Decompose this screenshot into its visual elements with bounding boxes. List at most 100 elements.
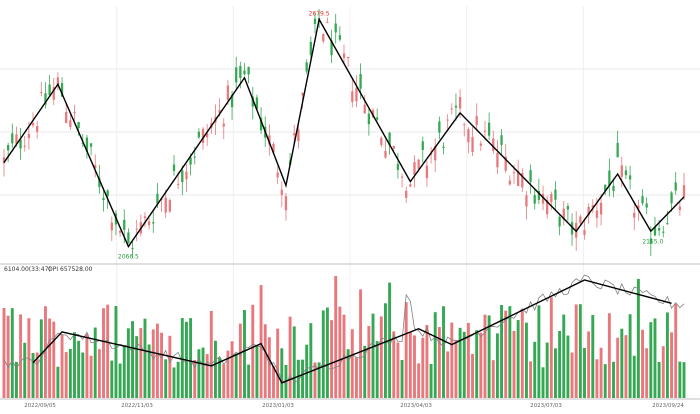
candle-body [662, 231, 665, 233]
volume-bar [491, 360, 495, 398]
volume-bar [595, 359, 599, 398]
candle-body [359, 73, 362, 89]
volume-bar [678, 361, 682, 398]
candle-body [131, 248, 134, 250]
volume-bar [632, 355, 636, 398]
candle-body [226, 85, 230, 100]
volume-bar [645, 348, 649, 398]
candle-body [529, 170, 532, 182]
volume-bar [10, 308, 14, 398]
candle-body [633, 212, 636, 218]
volume-bar [516, 320, 520, 398]
volume-bar [442, 306, 445, 398]
candle-body [152, 222, 155, 224]
volume-bar [379, 316, 383, 398]
volume-bar [135, 336, 139, 398]
candle-body [118, 230, 122, 233]
candle-body [2, 157, 6, 164]
volume-bar [661, 346, 665, 398]
x-tick-label: 2023/09/24 [652, 403, 684, 409]
volume-bar [35, 352, 39, 398]
volume-bar [529, 361, 533, 398]
volume-bar [437, 326, 441, 398]
candle-body [446, 119, 449, 121]
candle-body [400, 176, 404, 178]
volume-bar [259, 285, 263, 398]
candlestick-series [2, 8, 686, 259]
volume-bar [475, 330, 479, 398]
volume-bar [164, 359, 168, 398]
volume-bar [230, 341, 234, 398]
volume-bar [56, 366, 60, 398]
candle-body [160, 199, 163, 201]
volume-bar [454, 340, 458, 398]
candle-body [40, 92, 43, 94]
candle-body [11, 133, 14, 144]
volume-bar [292, 326, 296, 398]
candle-body [475, 116, 478, 125]
volume-bar [338, 306, 342, 398]
volume-bar [591, 315, 595, 398]
candle-body [521, 172, 524, 188]
volume-bar [77, 340, 81, 398]
candle-body [276, 172, 279, 178]
volume-bar [118, 363, 122, 398]
volume-bar [649, 322, 653, 398]
candle-body [247, 66, 250, 75]
volume-bar [446, 351, 450, 398]
volume-bar [466, 322, 470, 398]
candle-body [396, 163, 400, 170]
volume-bar [396, 342, 400, 398]
candle-body [367, 113, 371, 125]
candle-body [189, 157, 192, 165]
candle-body [106, 190, 109, 197]
volume-bar [267, 337, 271, 398]
candle-body [56, 77, 60, 85]
candle-body [504, 156, 507, 171]
candle-body [60, 83, 64, 97]
volume-bar [587, 331, 591, 398]
volume-bar [197, 349, 201, 398]
volume-bar [624, 335, 628, 398]
volume-bar [317, 362, 321, 398]
volume-bar [367, 325, 371, 398]
volume-bar [616, 337, 620, 398]
candle-body [670, 192, 673, 204]
candle-body [599, 202, 603, 215]
volume-bar [222, 364, 226, 398]
volume-bar [330, 320, 334, 398]
candle-body [666, 223, 669, 225]
candle-body [239, 65, 242, 78]
volume-bar [6, 315, 10, 398]
candle-body [628, 175, 632, 180]
candle-body [583, 230, 586, 235]
volume-bar [321, 310, 325, 398]
candle-body [31, 123, 35, 126]
candle-body [293, 133, 296, 136]
x-tick-label: 2023/04/03 [400, 403, 432, 409]
candle-body [541, 193, 545, 204]
candle-body [222, 123, 225, 127]
volume-bar [533, 341, 537, 398]
candle-body [185, 171, 188, 180]
candle-body [143, 216, 147, 219]
volume-bar [243, 310, 246, 398]
volume-bar [541, 367, 545, 398]
volume-bar [433, 312, 437, 398]
candle-body [657, 228, 661, 231]
candle-body [94, 165, 97, 169]
volume-bar [168, 335, 172, 398]
volume-bar [495, 333, 499, 398]
candle-body [15, 134, 18, 144]
volume-bar [288, 316, 292, 398]
candle-body [351, 91, 354, 103]
volume-bar [247, 364, 251, 398]
candle-body [44, 93, 47, 105]
candle-body [193, 156, 196, 158]
candle-body [181, 170, 184, 183]
volume-bar [238, 323, 242, 398]
candle-body [595, 210, 599, 218]
volume-bar [483, 314, 487, 398]
volume-bar [371, 313, 375, 398]
volume-bar [359, 289, 363, 398]
